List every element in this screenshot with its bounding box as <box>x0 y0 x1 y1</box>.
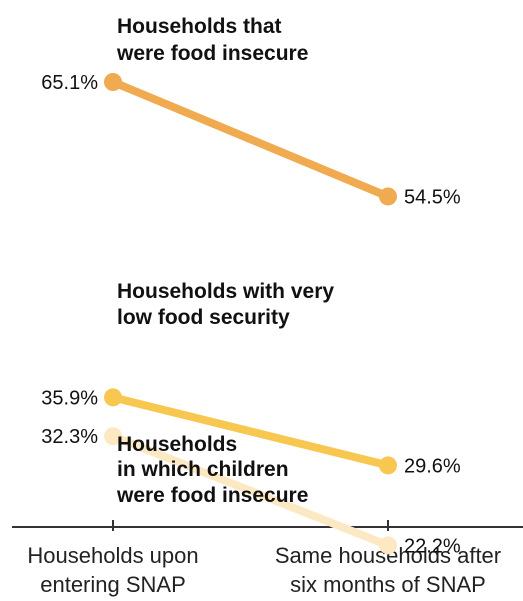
value-label-very-low-six-months: 29.6% <box>404 455 461 477</box>
data-point-children-six-months <box>379 536 397 555</box>
series-line-food-insecure <box>109 78 392 201</box>
series-label-food-insecure-line-1: Households that <box>117 15 282 38</box>
data-point-food-insecure-six-months <box>379 187 397 206</box>
value-label-food-insecure-entering: 65.1% <box>41 72 98 94</box>
series-line-children-food-insecure <box>109 432 392 550</box>
series-label-food-insecure-line-2: were food insecure <box>116 42 308 65</box>
series-label-children-line-1: Households <box>117 433 237 456</box>
data-point-children-entering <box>104 427 122 446</box>
series-label-very-low-line-2: low food security <box>117 306 290 329</box>
series-label-children-line-3: were food insecure <box>116 484 308 507</box>
series-very-low-food-security: 35.9% 29.6% Households with very low foo… <box>41 280 461 477</box>
x-tick-label-0-line-1: Households upon <box>27 543 198 568</box>
data-point-food-insecure-entering <box>104 73 122 91</box>
data-point-very-low-entering <box>104 388 122 407</box>
series-label-very-low-line-1: Households with very <box>117 280 334 303</box>
value-label-children-six-months: 22.2% <box>404 535 461 557</box>
x-axis: Households upon entering SNAP Same house… <box>12 520 523 597</box>
x-tick-label-0-line-2: entering SNAP <box>40 572 186 597</box>
value-label-food-insecure-six-months: 54.5% <box>404 186 461 208</box>
x-tick-label-1-line-2: six months of SNAP <box>290 572 486 597</box>
series-label-children-line-2: in which children <box>117 458 289 481</box>
series-children-food-insecure: 32.3% 22.2% Households in which children… <box>41 426 461 557</box>
series-line-very-low-food-security <box>109 393 392 470</box>
data-point-very-low-six-months <box>379 456 397 475</box>
series-food-insecure: 65.1% 54.5% Households that were food in… <box>41 15 461 208</box>
value-label-very-low-entering: 35.9% <box>41 387 98 409</box>
value-label-children-entering: 32.3% <box>41 426 98 448</box>
